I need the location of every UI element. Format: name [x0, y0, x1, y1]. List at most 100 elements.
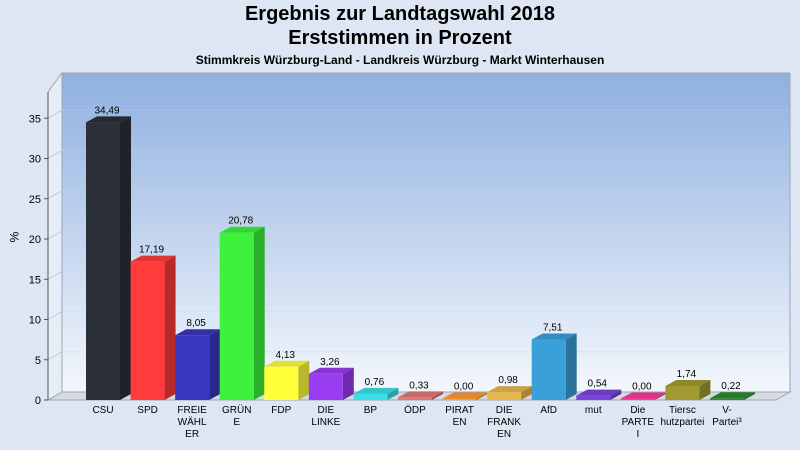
- bar: [219, 232, 254, 400]
- x-tick-label-line: Die: [630, 405, 646, 416]
- bar-side: [743, 392, 755, 400]
- bar-top: [487, 386, 533, 393]
- bar: [531, 339, 566, 400]
- bar-side: [610, 389, 622, 400]
- x-tick-label-line: ER: [185, 429, 200, 440]
- x-tick-label: Die PARTE I: [615, 405, 661, 441]
- bar: [86, 122, 120, 400]
- bar-side: [431, 391, 443, 400]
- data-label: 0,00: [454, 382, 474, 393]
- x-tick-label: BP: [347, 405, 393, 417]
- bar: [487, 392, 522, 400]
- bar-top: [665, 379, 711, 386]
- bar-side: [699, 379, 711, 400]
- y-tick-label: 15: [29, 274, 41, 286]
- bar: [665, 385, 700, 400]
- data-label: 20,78: [228, 216, 253, 227]
- x-tick-label: FREIE WÄHL ER: [169, 405, 215, 441]
- bar-top: [620, 392, 666, 399]
- bar: [130, 261, 165, 400]
- gridline-wall: [47, 190, 63, 200]
- data-label: 7,51: [543, 323, 563, 334]
- bar-side: [521, 386, 533, 400]
- x-tick-label-line: AfD: [540, 405, 558, 416]
- bar: [353, 393, 388, 400]
- data-label: 34,49: [94, 105, 119, 116]
- chart-subtitle: Stimmkreis Würzburg-Land - Landkreis Wür…: [195, 53, 605, 67]
- data-label: 4,13: [276, 350, 296, 361]
- x-tick-label: mut: [570, 405, 616, 417]
- bar-side: [209, 329, 221, 400]
- y-tick-label: 10: [29, 315, 41, 327]
- bar-top: [576, 389, 622, 396]
- y-tick-label: 5: [35, 355, 41, 367]
- gridline-wall: [47, 230, 63, 240]
- x-tick-label: DIE FRANK EN: [481, 405, 527, 441]
- data-label: 0,00: [632, 382, 652, 393]
- chart-title: Ergebnis zur Landtagswahl 2018: [244, 3, 556, 25]
- x-tick-label-line: SPD: [137, 405, 158, 416]
- x-tick-label-line: CSU: [92, 405, 114, 416]
- bar-top: [264, 360, 310, 367]
- x-tick-label-line: E: [233, 417, 241, 428]
- bar: [397, 397, 432, 400]
- y-tick-label: 20: [29, 234, 41, 246]
- x-tick-label-line: PARTE: [621, 417, 655, 428]
- bar-side: [654, 392, 666, 400]
- bar-top: [219, 226, 265, 233]
- x-tick-label-line: FRANK: [487, 417, 522, 428]
- bar-side: [298, 360, 310, 400]
- bar: [620, 398, 655, 400]
- bar-side: [342, 367, 354, 400]
- y-tick-label: 0: [35, 395, 41, 407]
- data-label: 0,76: [365, 377, 385, 388]
- x-tick-label: ÖDP: [392, 405, 438, 417]
- x-tick-label-line: EN: [452, 417, 467, 428]
- x-tick-label-line: GRÜN: [221, 405, 252, 416]
- bar-top: [130, 255, 176, 262]
- y-axis-ticks: 0 5 10 15 20 25 30 35: [29, 92, 49, 407]
- x-tick-label-line: mut: [584, 405, 602, 416]
- data-label: 3,26: [320, 357, 340, 368]
- gridline-wall: [47, 351, 63, 361]
- data-label: 17,19: [139, 245, 164, 256]
- x-tick-label-line: DIE: [495, 405, 513, 416]
- bar-side: [476, 392, 488, 400]
- bar: [576, 395, 611, 400]
- bar-top: [353, 387, 399, 394]
- bar-side: [387, 387, 399, 400]
- x-tick-label-line: I: [636, 429, 640, 440]
- x-tick-label: GRÜN E: [214, 405, 260, 429]
- bar-top: [397, 391, 443, 398]
- x-tick-label-line: V-: [722, 405, 732, 416]
- bar-top: [175, 329, 221, 336]
- x-tick-label-line: WÄHL: [177, 417, 207, 428]
- bar-top: [442, 392, 488, 399]
- gridline-wall: [47, 270, 63, 280]
- x-tick-label-line: DIE: [317, 405, 335, 416]
- x-tick-label-line: hutzpartei: [660, 417, 705, 428]
- bars: 34,49 17,19 8,05 20,78 4,13 3,26 0,76 0,33 0,00 0…: [86, 105, 755, 400]
- bar-side: [164, 255, 176, 400]
- bar: [442, 398, 477, 400]
- gridline-wall: [47, 109, 63, 119]
- x-tick-label: SPD: [125, 405, 171, 417]
- x-tick-label-line: LINKE: [311, 417, 341, 428]
- x-tick-label-line: FREIE: [177, 405, 207, 416]
- data-label: 0,54: [588, 379, 608, 390]
- x-tick-label-line: Tiersc: [668, 405, 696, 416]
- data-label: 0,22: [721, 381, 741, 392]
- data-label: 1,74: [677, 369, 697, 380]
- bar: [264, 366, 299, 400]
- bar: [709, 398, 744, 400]
- x-tick-label: CSU: [80, 405, 126, 417]
- gridlines: [47, 109, 790, 361]
- x-tick-label: FDP: [258, 405, 304, 417]
- plot-left-wall: [47, 71, 63, 401]
- x-tick-label-line: ÖDP: [404, 405, 426, 416]
- bar: [308, 373, 343, 400]
- bar-side: [120, 116, 131, 400]
- x-tick-label: DIE LINKE: [303, 405, 349, 429]
- x-tick-label: Tiersc hutzpartei: [659, 405, 705, 429]
